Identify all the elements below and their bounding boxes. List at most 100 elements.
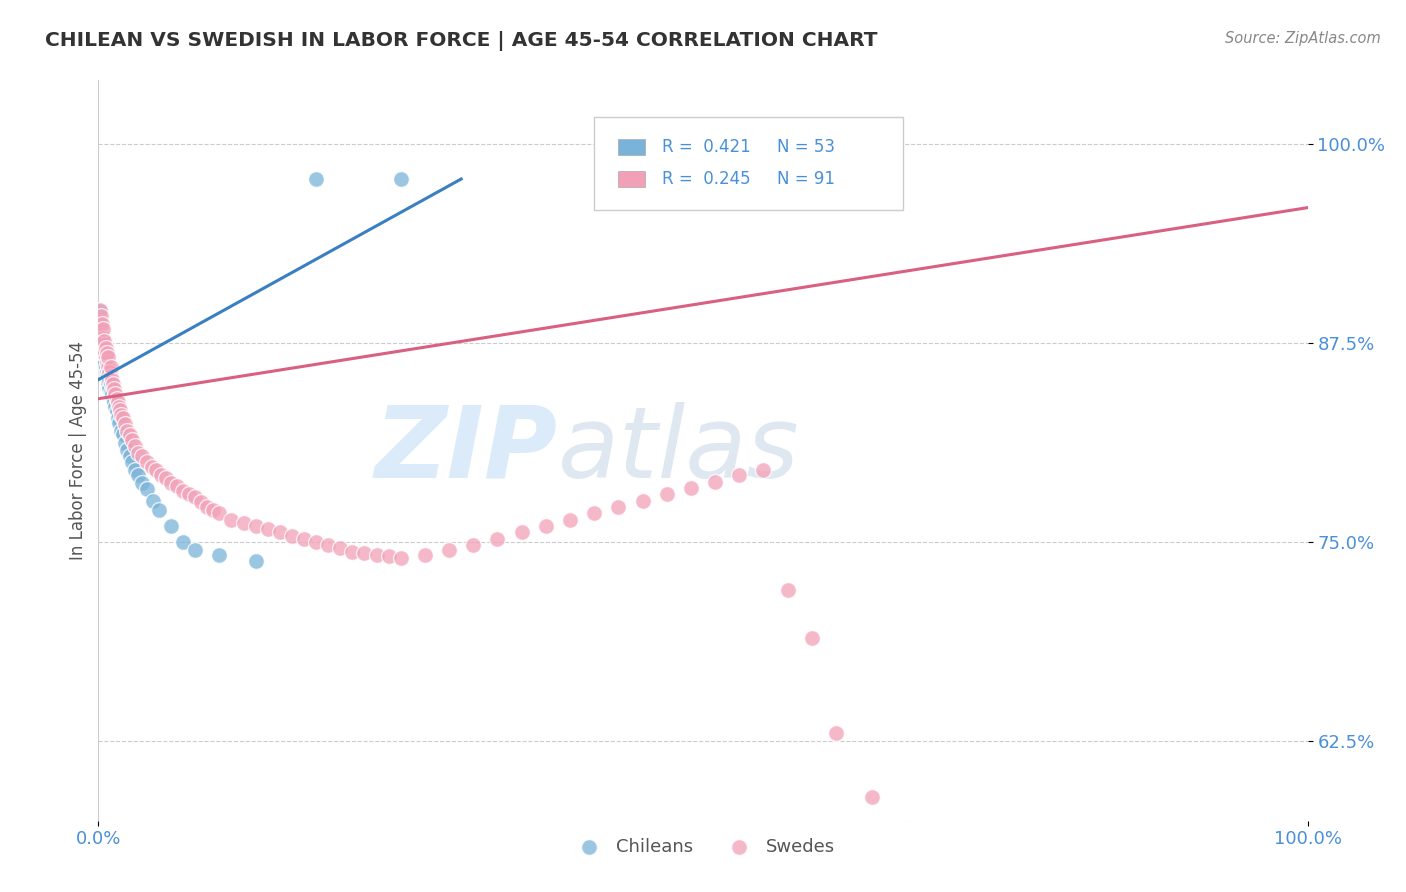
Point [90,331,112,345]
Point [108,400,131,414]
Point [103,395,125,409]
Point [179,487,201,501]
Point [90,328,112,343]
Point [97,351,120,365]
Point [184,543,207,558]
Point [118,449,141,463]
Point [100,385,122,400]
Point [389,550,412,565]
Point [98,373,121,387]
Point [150,468,173,483]
Point [90,321,112,335]
Point [166,479,188,493]
Point [114,436,136,450]
Point [131,449,153,463]
Text: CHILEAN VS SWEDISH IN LABOR FORCE | AGE 45-54 CORRELATION CHART: CHILEAN VS SWEDISH IN LABOR FORCE | AGE … [45,31,877,51]
Point [89,325,111,339]
Point [108,416,131,430]
Point [97,368,120,382]
Point [232,516,254,530]
Legend: Chileans, Swedes: Chileans, Swedes [564,831,842,863]
Point [124,463,146,477]
Point [91,357,114,371]
Point [655,487,678,501]
Point [728,468,751,483]
Point [131,476,153,491]
Point [221,513,243,527]
Point [486,532,509,546]
Point [101,392,124,406]
Point [135,455,157,469]
Point [96,365,118,379]
Text: R =  0.245: R = 0.245 [662,169,751,187]
Point [155,471,177,485]
Point [558,513,581,527]
Point [100,387,122,401]
Point [208,507,231,521]
Point [208,548,231,562]
Bar [619,170,645,187]
Point [679,481,702,495]
Point [124,440,146,454]
Point [860,789,883,804]
Text: Source: ZipAtlas.com: Source: ZipAtlas.com [1225,31,1381,46]
Point [114,417,136,432]
Point [105,404,128,418]
Point [94,341,117,355]
Point [93,345,115,359]
Point [316,538,339,552]
Point [100,373,122,387]
Point [118,428,141,442]
Point [100,359,122,374]
Point [110,424,132,438]
Point [269,525,291,540]
FancyBboxPatch shape [595,118,903,210]
Point [97,359,120,374]
Point [413,548,436,562]
Point [752,463,775,477]
Point [91,331,114,345]
Point [117,424,139,438]
Point [305,172,328,186]
Point [510,525,533,540]
Point [89,336,111,351]
Point [91,341,114,355]
Point [89,320,111,334]
Point [104,400,127,414]
Point [93,347,115,361]
Point [96,345,118,359]
Point [89,304,111,318]
Text: R =  0.421: R = 0.421 [662,138,751,156]
Point [377,549,399,564]
Text: N = 53: N = 53 [776,138,835,156]
Point [93,334,115,349]
Point [160,476,183,491]
Point [89,302,111,317]
Point [94,351,117,365]
Point [90,343,112,358]
Point [292,532,315,546]
Point [256,522,278,536]
Point [105,392,128,406]
Point [94,366,117,380]
Point [108,402,131,417]
Point [342,544,364,558]
Point [127,468,149,483]
Point [107,395,129,409]
Point [91,351,114,365]
Point [93,357,115,371]
Point [534,519,557,533]
Point [98,380,121,394]
Point [94,359,117,374]
Bar [619,139,645,155]
Point [172,535,194,549]
Point [366,548,388,562]
Point [172,484,194,499]
Text: ZIP: ZIP [375,402,558,499]
Point [98,365,121,379]
Point [117,442,139,457]
Point [190,495,212,509]
Point [148,503,170,517]
Point [100,369,122,384]
Point [135,483,157,497]
